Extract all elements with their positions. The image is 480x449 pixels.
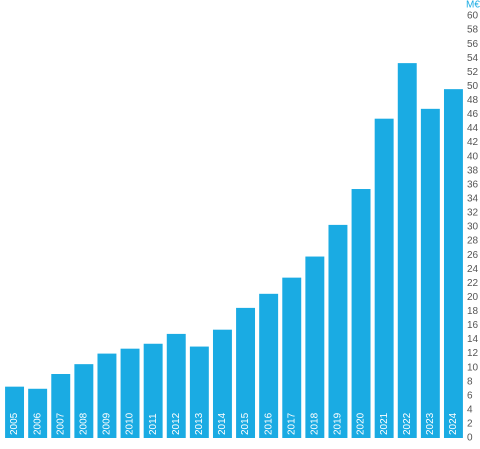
x-tick-label: 2014 — [217, 412, 228, 435]
x-tick-label: 2012 — [171, 412, 182, 435]
x-tick-label: 2021 — [379, 412, 390, 435]
y-tick-label: 12 — [467, 348, 479, 359]
y-tick-label: 28 — [467, 236, 479, 247]
bar — [236, 307, 256, 438]
x-tick-label: 2023 — [425, 412, 436, 435]
y-tick-label: 44 — [467, 123, 479, 134]
x-tick-label: 2010 — [125, 412, 136, 435]
bar — [166, 333, 186, 438]
y-tick-label: 50 — [467, 81, 479, 92]
y-tick-label: 52 — [467, 67, 479, 78]
y-tick-label: 16 — [467, 320, 479, 331]
bar — [282, 277, 302, 438]
y-tick-label: 20 — [467, 292, 479, 303]
y-tick-label: 40 — [467, 151, 479, 162]
bar — [374, 118, 394, 438]
y-tick-label: 38 — [467, 165, 479, 176]
bar — [28, 388, 48, 438]
x-tick-label: 2017 — [286, 412, 297, 435]
bar — [305, 256, 325, 438]
x-tick-label: 2016 — [263, 412, 274, 435]
y-tick-label: 0 — [467, 433, 473, 444]
y-tick-label: 32 — [467, 208, 479, 219]
y-tick-label: 2 — [467, 419, 473, 430]
bar — [328, 224, 348, 438]
y-tick-label: 4 — [467, 405, 473, 416]
bar — [5, 386, 25, 438]
x-tick-label: 2011 — [148, 413, 159, 435]
y-tick-label: 8 — [467, 376, 473, 387]
y-axis-label: M€ — [466, 0, 480, 11]
x-tick-label: 2013 — [194, 412, 205, 435]
y-tick-label: 14 — [467, 334, 479, 345]
bar — [51, 373, 71, 438]
y-tick-label: 60 — [467, 11, 479, 22]
y-tick-label: 26 — [467, 250, 479, 261]
x-tick-label: 2005 — [9, 412, 20, 435]
x-tick-label: 2024 — [448, 412, 459, 435]
x-tick-label: 2015 — [240, 412, 251, 435]
x-tick-label: 2019 — [333, 412, 344, 435]
x-tick-label: 2007 — [55, 412, 66, 435]
y-tick-label: 34 — [467, 194, 479, 205]
x-tick-label: 2018 — [309, 412, 320, 435]
y-tick-label: 56 — [467, 39, 479, 50]
x-tick-label: 2020 — [356, 412, 367, 435]
y-tick-label: 48 — [467, 95, 479, 106]
bar — [189, 346, 209, 438]
bar — [351, 189, 371, 438]
x-tick-label: 2008 — [78, 412, 89, 435]
y-tick-label: 30 — [467, 222, 479, 233]
x-tick-label: 2022 — [402, 412, 413, 435]
bar — [120, 348, 140, 438]
y-tick-label: 36 — [467, 179, 479, 190]
y-tick-label: 18 — [467, 306, 479, 317]
bar — [74, 364, 94, 438]
y-tick-label: 22 — [467, 278, 479, 289]
bar — [259, 293, 279, 438]
bar — [420, 108, 440, 438]
x-tick-label: 2006 — [32, 412, 43, 435]
bar — [212, 329, 232, 438]
bar — [443, 89, 463, 438]
y-tick-label: 46 — [467, 109, 479, 120]
x-tick-label: 2009 — [102, 412, 113, 435]
y-tick-label: 54 — [467, 53, 479, 64]
bar — [143, 343, 163, 438]
bar — [397, 63, 417, 439]
y-tick-label: 42 — [467, 137, 479, 148]
y-tick-label: 6 — [467, 390, 473, 401]
y-tick-label: 58 — [467, 25, 479, 36]
bar — [97, 353, 117, 438]
y-tick-label: 10 — [467, 362, 479, 373]
y-tick-label: 24 — [467, 264, 479, 275]
